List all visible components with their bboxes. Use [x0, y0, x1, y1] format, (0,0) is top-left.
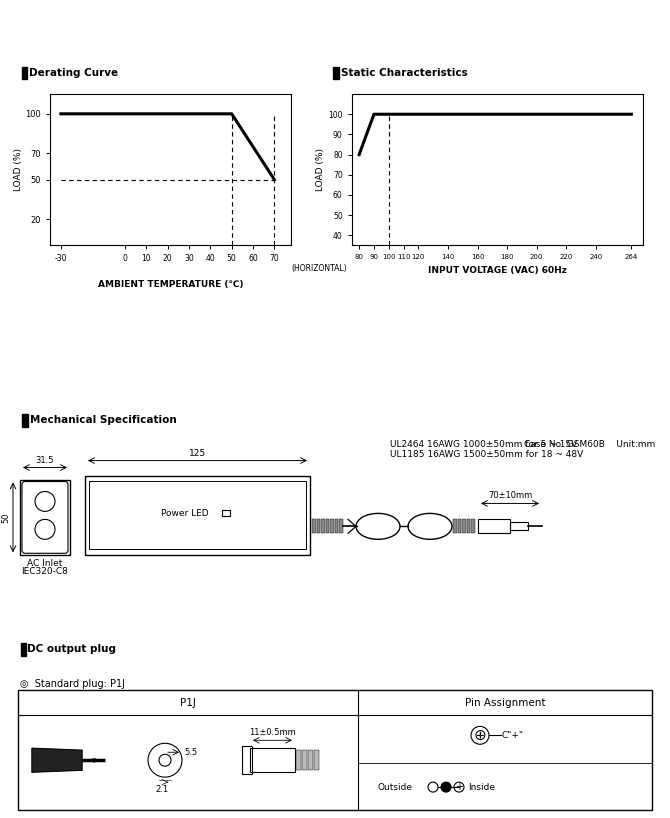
- Bar: [462, 519, 466, 533]
- Text: C"+": C"+": [502, 730, 524, 739]
- Bar: [471, 519, 474, 533]
- Text: ⊕: ⊕: [474, 728, 486, 743]
- Text: ◎  Standard plug: P1J: ◎ Standard plug: P1J: [20, 678, 125, 689]
- Bar: [339, 519, 342, 533]
- Bar: [21, 66, 27, 79]
- Bar: [20, 479, 70, 555]
- Text: 11±0.5mm: 11±0.5mm: [249, 728, 295, 737]
- Bar: [22, 414, 28, 427]
- Bar: [334, 519, 338, 533]
- Text: 5.5: 5.5: [184, 748, 197, 757]
- Bar: [334, 66, 339, 79]
- Text: Inside: Inside: [468, 783, 495, 792]
- Bar: [18, 690, 652, 810]
- Bar: [316, 519, 320, 533]
- X-axis label: AMBIENT TEMPERATURE (℃): AMBIENT TEMPERATURE (℃): [98, 280, 244, 289]
- Bar: [326, 519, 329, 533]
- Text: Outside: Outside: [378, 783, 413, 792]
- Bar: [453, 519, 456, 533]
- Bar: [85, 475, 310, 555]
- Text: 50: 50: [1, 512, 10, 523]
- Text: 125: 125: [189, 448, 206, 457]
- Text: Case No. GSM60B    Unit:mm: Case No. GSM60B Unit:mm: [524, 439, 655, 448]
- Bar: [89, 482, 306, 550]
- Text: IEC320-C8: IEC320-C8: [21, 567, 68, 576]
- Text: UL2464 16AWG 1000±50mm for 5 ~ 15V: UL2464 16AWG 1000±50mm for 5 ~ 15V: [390, 439, 578, 448]
- Bar: [321, 519, 324, 533]
- Y-axis label: LOAD (%): LOAD (%): [316, 148, 326, 191]
- Bar: [250, 748, 295, 772]
- Text: UL1185 16AWG 1500±50mm for 18 ~ 48V: UL1185 16AWG 1500±50mm for 18 ~ 48V: [390, 450, 584, 459]
- Text: DC output plug: DC output plug: [27, 645, 116, 654]
- Text: AC Inlet: AC Inlet: [27, 560, 63, 569]
- Bar: [242, 746, 252, 774]
- Text: +: +: [455, 782, 463, 792]
- Text: Derating Curve: Derating Curve: [29, 68, 118, 78]
- Bar: [308, 750, 313, 771]
- X-axis label: INPUT VOLTAGE (VAC) 60Hz: INPUT VOLTAGE (VAC) 60Hz: [428, 266, 567, 275]
- Bar: [21, 643, 25, 656]
- Bar: [478, 519, 510, 533]
- Bar: [458, 519, 461, 533]
- Bar: [312, 519, 316, 533]
- Bar: [222, 510, 230, 516]
- Bar: [466, 519, 470, 533]
- Circle shape: [92, 758, 96, 762]
- Text: Static Characteristics: Static Characteristics: [341, 68, 468, 78]
- Text: 2.1: 2.1: [155, 785, 169, 794]
- Text: Pin Assignment: Pin Assignment: [465, 699, 545, 708]
- Text: 31.5: 31.5: [36, 456, 54, 465]
- Text: P1J: P1J: [180, 699, 196, 708]
- Bar: [296, 750, 301, 771]
- Text: (HORIZONTAL): (HORIZONTAL): [291, 263, 347, 272]
- Bar: [330, 519, 334, 533]
- Text: 70±10mm: 70±10mm: [488, 492, 532, 501]
- Y-axis label: LOAD (%): LOAD (%): [13, 148, 23, 191]
- Circle shape: [441, 782, 451, 792]
- Bar: [314, 750, 319, 771]
- Polygon shape: [32, 748, 82, 772]
- Bar: [302, 750, 307, 771]
- Text: Mechanical Specification: Mechanical Specification: [30, 416, 177, 425]
- Text: Power LED: Power LED: [161, 509, 209, 518]
- Bar: [510, 523, 528, 530]
